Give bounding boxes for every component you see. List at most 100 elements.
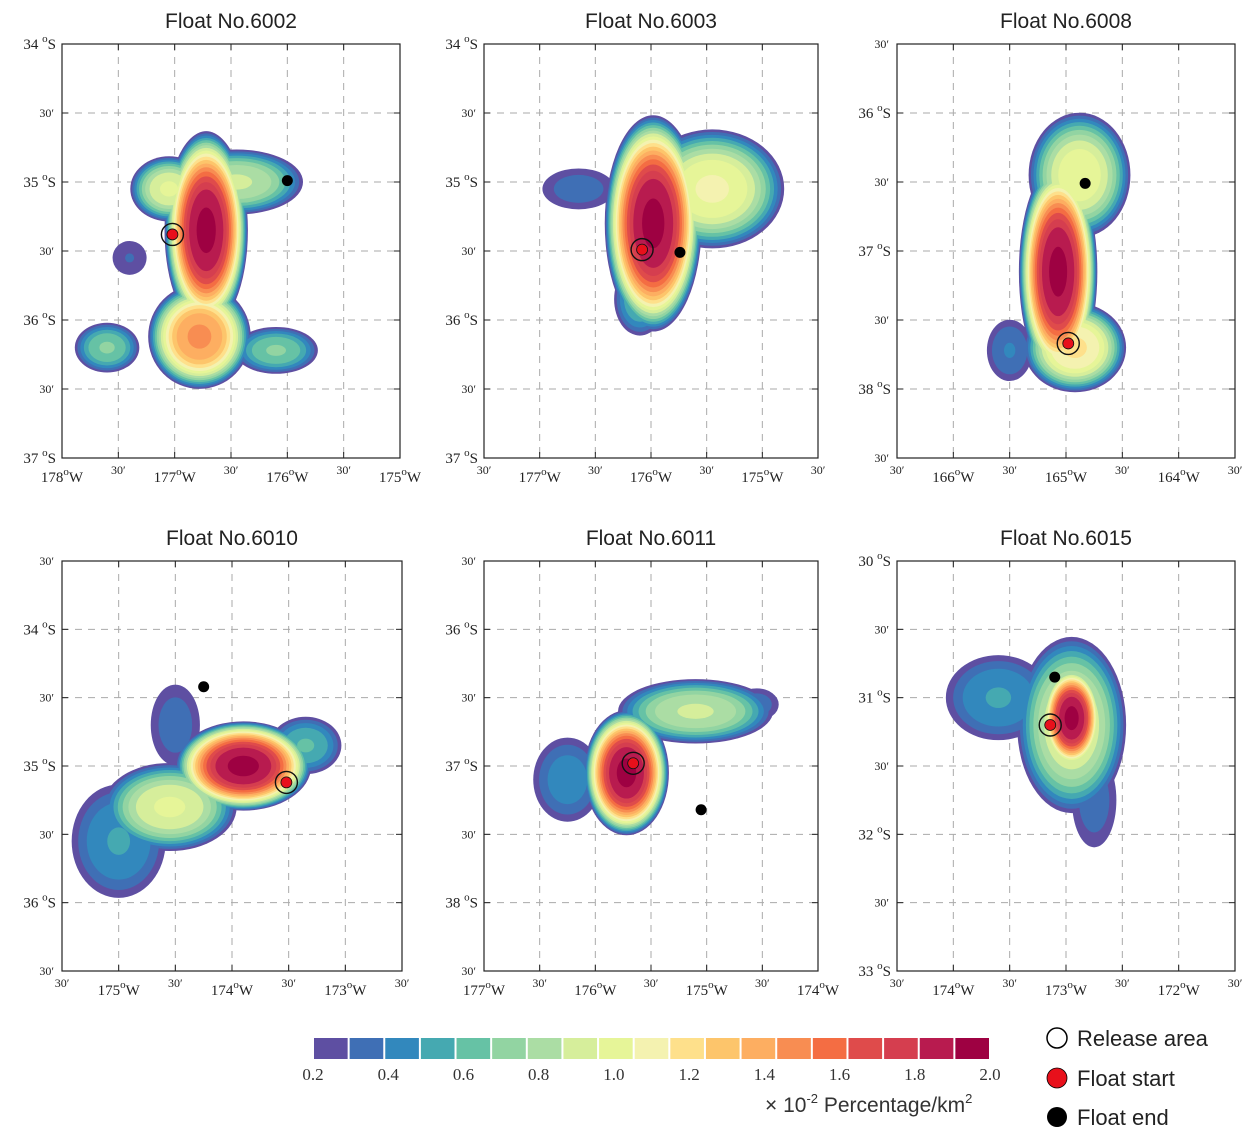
density-contour xyxy=(159,181,179,197)
x-tick-label: 30′ xyxy=(168,976,183,990)
float-end-marker xyxy=(281,175,293,187)
y-tick-label: 35 oS xyxy=(23,755,56,775)
y-tick-label: 30′ xyxy=(39,691,54,705)
x-tick-label: 173oW xyxy=(1045,979,1088,999)
density-field xyxy=(74,131,318,389)
colorbar-swatch xyxy=(634,1038,669,1059)
density-contour xyxy=(297,738,315,753)
float-markers xyxy=(621,751,707,816)
float-end-marker xyxy=(1079,177,1091,189)
panels: Float No.6002 178oW 30′ 177oW 30′ 176oW 30′ 175… xyxy=(23,10,1242,999)
x-tick-label: 30′ xyxy=(588,463,603,477)
density-field xyxy=(945,636,1127,848)
density-contour xyxy=(1003,342,1016,359)
float-markers xyxy=(630,237,686,262)
y-tick-label: 30′ xyxy=(874,896,889,910)
density-contour xyxy=(107,827,131,855)
x-tick-label: 164oW xyxy=(1158,466,1201,486)
colorbar-swatch xyxy=(848,1038,883,1059)
map-panel: Float No.6002 178oW 30′ 177oW 30′ 176oW 30′ 175… xyxy=(23,10,422,486)
legend-start-icon xyxy=(1046,1067,1068,1089)
y-tick-label: 30 oS xyxy=(858,550,891,570)
x-tick-label: 30′ xyxy=(477,463,492,477)
colorbar-swatch xyxy=(456,1038,491,1059)
colorbar-tick-label: 2.0 xyxy=(979,1065,1000,1084)
x-tick-label: 30′ xyxy=(644,976,659,990)
colorbar-swatch xyxy=(314,1038,348,1059)
x-tick-label: 166oW xyxy=(932,466,975,486)
x-tick-label: 176oW xyxy=(630,466,673,486)
x-tick-label: 30′ xyxy=(55,976,70,990)
float-start-marker xyxy=(166,228,179,241)
y-tick-label: 30′ xyxy=(874,37,889,51)
density-contour xyxy=(677,703,714,719)
map-panel: Float No.6008 30′ 166oW 30′ 165oW 30′ 164oW 30′… xyxy=(858,10,1242,486)
y-tick-label: 37 oS xyxy=(445,755,478,775)
grid xyxy=(484,561,818,971)
y-tick-label: 30′ xyxy=(874,451,889,465)
y-tick-label: 34 oS xyxy=(445,33,478,53)
x-tick-label: 30′ xyxy=(111,463,126,477)
x-tick-label: 175oW xyxy=(686,979,729,999)
axis-ticks: 30′ 166oW 30′ 165oW 30′ 164oW 30′30′36 oS30′37… xyxy=(858,37,1242,486)
float-start-marker xyxy=(627,757,640,770)
density-contour xyxy=(158,697,193,753)
float-end-marker xyxy=(674,246,686,258)
x-tick-label: 30′ xyxy=(1002,976,1017,990)
y-tick-label: 33 oS xyxy=(858,960,891,980)
density-field xyxy=(71,684,342,898)
density-contour xyxy=(154,796,186,818)
y-tick-label: 30′ xyxy=(39,106,54,120)
density-contour xyxy=(553,174,604,203)
density-contour xyxy=(695,175,729,203)
float-markers xyxy=(160,175,293,247)
x-tick-label: 175oW xyxy=(741,466,784,486)
x-tick-label: 30′ xyxy=(699,463,714,477)
release-area-marker xyxy=(621,751,645,775)
x-tick-label: 30′ xyxy=(336,463,351,477)
float-start-marker xyxy=(1044,719,1057,731)
axis-ticks: 30′ 175oW 30′ 174oW 30′ 173oW 30′30′34 oS30′35… xyxy=(23,554,409,999)
colorbar-swatch xyxy=(777,1038,811,1059)
y-tick-label: 36 oS xyxy=(858,102,891,122)
colorbar-swatch xyxy=(884,1038,918,1059)
y-tick-label: 38 oS xyxy=(858,378,891,398)
x-tick-label: 174oW xyxy=(797,979,840,999)
panel-title: Float No.6010 xyxy=(166,527,298,550)
y-tick-label: 30′ xyxy=(461,554,476,568)
x-tick-label: 174oW xyxy=(211,979,254,999)
colorbar-tick-label: 1.4 xyxy=(754,1065,776,1084)
density-contour xyxy=(187,324,212,349)
float-start-marker xyxy=(280,776,293,789)
release-area-marker xyxy=(630,237,654,262)
legend-release-icon xyxy=(1046,1027,1068,1049)
colorbar-swatch xyxy=(599,1038,633,1059)
density-contour xyxy=(642,198,665,249)
panel-title: Float No.6002 xyxy=(165,10,297,33)
axis-ticks: 178oW 30′ 177oW 30′ 176oW 30′ 175oW 34 oS 30′ 35 … xyxy=(23,33,422,486)
colorbar-swatch xyxy=(812,1038,847,1059)
y-tick-label: 30′ xyxy=(874,313,889,327)
density-contour xyxy=(99,341,115,354)
density-field xyxy=(986,112,1131,393)
colorbar-swatch xyxy=(705,1038,740,1059)
y-tick-label: 36 oS xyxy=(23,309,56,329)
y-tick-label: 32 oS xyxy=(858,823,891,843)
density-contour xyxy=(1058,148,1101,202)
x-tick-label: 172oW xyxy=(1158,979,1201,999)
axis-ticks: 30′ 177oW 30′ 176oW 30′ 175oW 30′ 34 oS 30′ 35 oS… xyxy=(445,33,825,486)
x-tick-label: 178oW xyxy=(41,466,84,486)
release-area-marker xyxy=(160,222,185,247)
float-markers xyxy=(1056,177,1091,356)
x-tick-label: 175oW xyxy=(379,466,422,486)
y-tick-label: 30′ xyxy=(461,964,476,978)
density-contour xyxy=(125,253,135,263)
legend-start-label: Float start xyxy=(1077,1066,1175,1091)
colorbar-unit: × 10-2 Percentage/km2 xyxy=(765,1091,972,1117)
colorbar-swatch xyxy=(670,1038,704,1059)
colorbar-swatch xyxy=(420,1038,455,1059)
